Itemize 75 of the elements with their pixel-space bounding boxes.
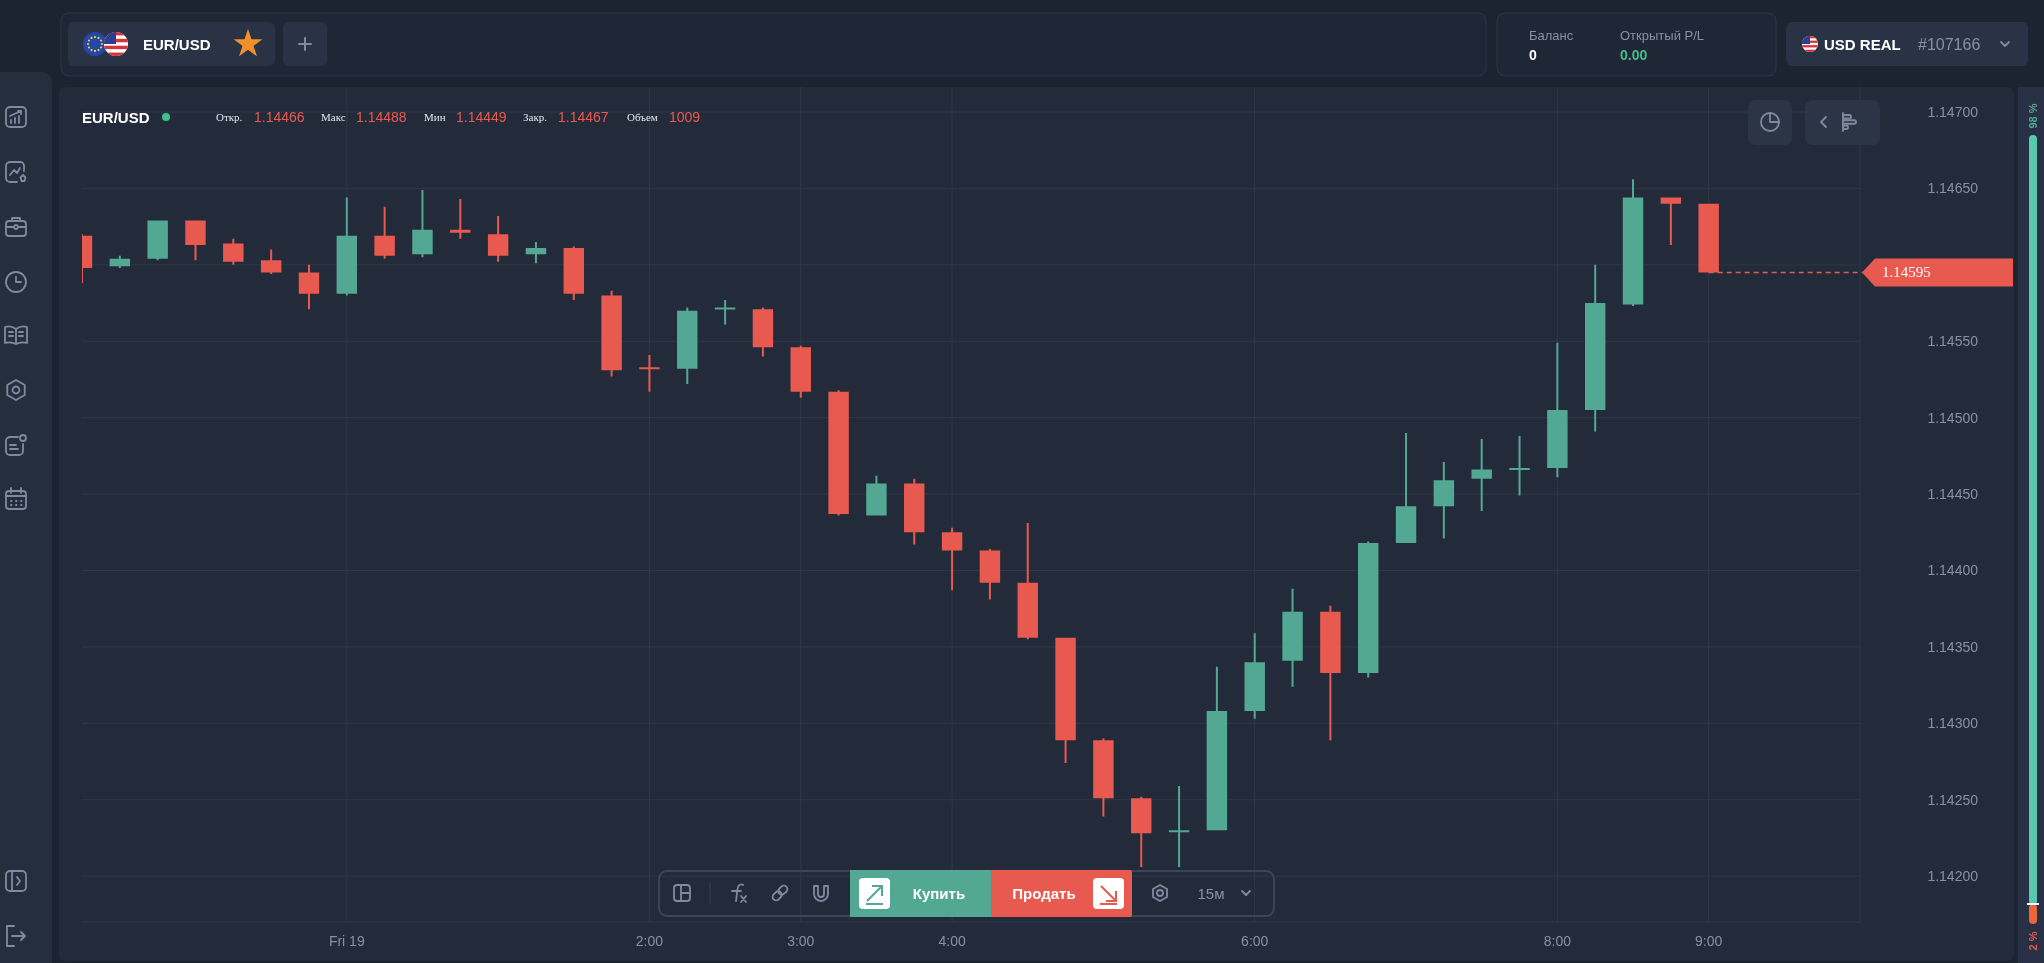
candlestick [412,189,433,258]
candlestick [147,220,168,261]
annotation: Закр. [523,111,548,123]
candlestick [1168,785,1190,867]
text: Открытый P/L [1620,27,1705,43]
candlestick [1509,436,1530,496]
text: 98 % [2027,103,2039,129]
x-tick-label: 6:00 [1241,933,1269,949]
x-tick-label: Fri 19 [328,933,365,949]
text: 2 % [2027,931,2039,951]
candlestick [601,290,622,377]
x-tick-label: 9:00 [1695,933,1723,949]
candlestick [1131,796,1152,867]
annotation: 1009 [669,109,701,125]
candlestick [866,475,887,516]
candlestick [336,197,358,296]
y-tick-label: 1.14500 [1927,409,1979,426]
annotation: 1.14488 [356,109,407,125]
candlestick [714,299,736,325]
candlestick [1093,738,1114,817]
ref-line-label: 1.14595 [1882,264,1931,281]
chart-title: EUR/USD [143,35,211,53]
text: 0 [1529,47,1537,63]
annotation: 1.14467 [558,109,609,125]
y-tick-label: 1.14450 [1927,486,1979,503]
y-tick-label: 1.14250 [1927,791,1979,808]
candlestick [1547,342,1568,478]
candlestick [1660,197,1682,245]
candlestick [1584,264,1606,432]
candlestick [1282,588,1303,687]
y-tick-label: 1.14700 [1927,104,1979,120]
annotation: Купить [912,884,966,902]
candlestick [374,206,395,259]
y-tick-label: 1.14400 [1927,562,1979,579]
candlestick [790,345,811,398]
candlestick [1244,633,1265,719]
candlestick [563,246,584,300]
chart-title: EUR/USD [82,108,150,126]
candlestick [639,355,660,392]
y-tick-label: 1.14350 [1927,638,1979,655]
x-tick-label: 4:00 [938,933,966,949]
annotation: Объем [627,111,658,123]
y-tick-label: 1.14200 [1927,868,1979,885]
annotation: Мин [424,111,446,123]
x-tick-label: 8:00 [1543,933,1572,949]
candlestick [1395,432,1417,543]
annotation: Продать [1012,884,1076,902]
text: 0.00 [1620,47,1648,63]
candlestick [298,264,320,310]
annotation: 1.14449 [456,109,507,125]
annotation: Откр. [216,111,243,123]
annotation: 15м [1197,884,1225,902]
annotation: 1.14466 [254,109,305,125]
candlestick [185,220,206,261]
candlestick [450,199,471,239]
x-tick-label: 3:00 [787,933,815,949]
annotation: Макс [321,111,346,123]
candlestick [1017,523,1038,640]
candlestick [1055,637,1076,764]
candlestick [979,549,1001,600]
candlestick [1471,439,1492,511]
candlestick [828,390,849,516]
candlestick [487,215,509,262]
text: USD REAL [1824,35,1901,53]
y-tick-label: 1.14300 [1927,715,1979,732]
candlestick [1433,461,1455,539]
x-tick-label: 2:00 [635,933,664,949]
candlestick [904,478,925,545]
candlestick [1320,605,1341,741]
candlestick [223,238,244,265]
text: Баланс [1529,27,1574,43]
y-tick-label: 1.14650 [1927,180,1979,197]
y-tick-label: 1.14550 [1927,333,1979,350]
candlestick [941,527,963,591]
text: #107166 [1918,35,1981,53]
